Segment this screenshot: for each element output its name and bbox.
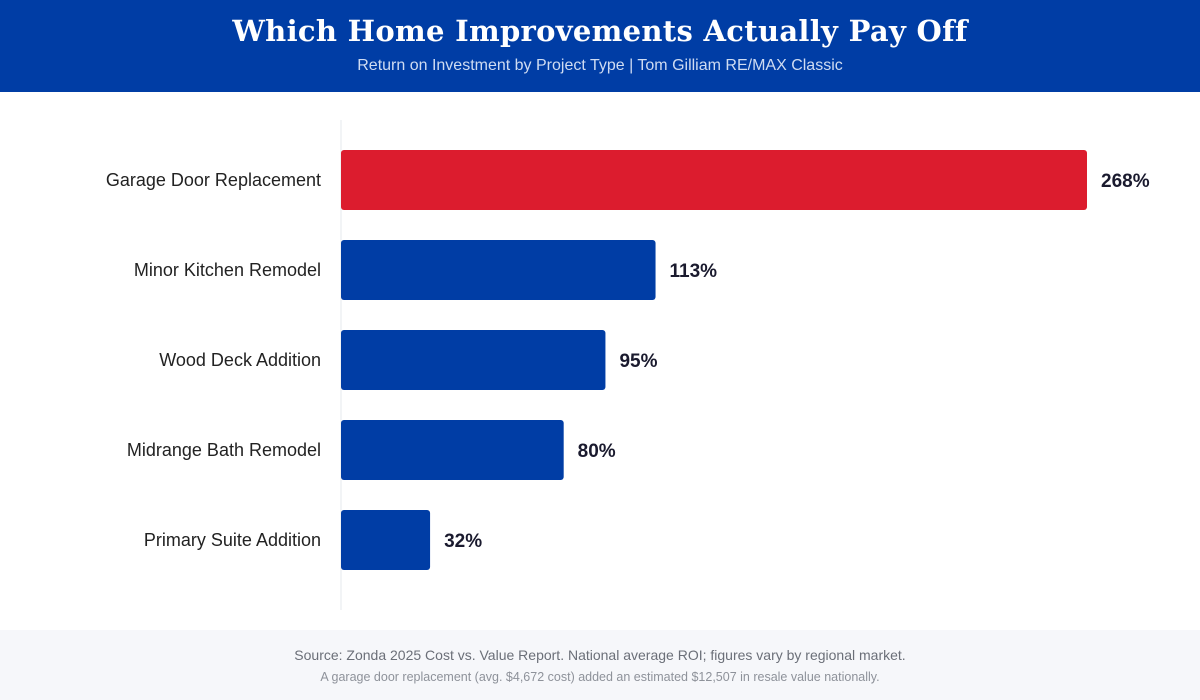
chart-header: Which Home Improvements Actually Pay Off… [0, 0, 1200, 92]
value-label: 95% [619, 351, 657, 372]
value-label: 32% [444, 531, 482, 552]
value-label: 80% [578, 441, 616, 462]
chart-title: Which Home Improvements Actually Pay Off [232, 14, 968, 48]
category-label: Primary Suite Addition [144, 530, 321, 550]
category-label: Wood Deck Addition [159, 350, 321, 370]
footnote: A garage door replacement (avg. $4,672 c… [320, 670, 880, 684]
bar [341, 330, 606, 390]
category-label: Garage Door Replacement [106, 170, 321, 190]
bar [341, 510, 431, 570]
bar [341, 240, 656, 300]
source-note: Source: Zonda 2025 Cost vs. Value Report… [294, 647, 906, 663]
chart-area: Garage Door Replacement 268% Minor Kitchen… [0, 92, 1200, 630]
value-label: 113% [670, 261, 718, 282]
value-label: 268% [1101, 171, 1150, 192]
chart-footer: Source: Zonda 2025 Cost vs. Value Report… [0, 630, 1200, 700]
chart-subtitle: Return on Investment by Project Type | T… [357, 57, 843, 74]
bar [341, 420, 564, 480]
bar-chart: Garage Door Replacement 268% Minor Kitchen… [106, 120, 1150, 610]
category-label: Minor Kitchen Remodel [134, 260, 321, 280]
category-label: Midrange Bath Remodel [127, 440, 321, 460]
bar [341, 150, 1087, 210]
